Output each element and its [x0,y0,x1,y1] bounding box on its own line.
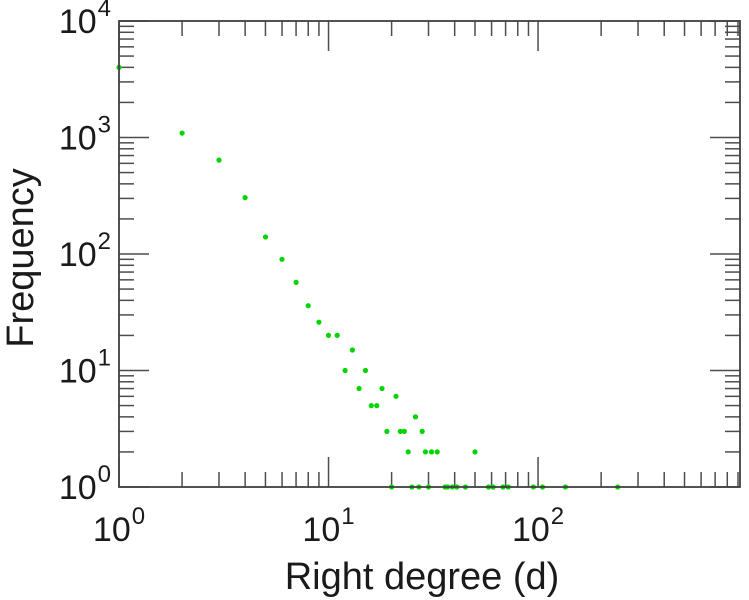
data-point [305,303,311,309]
data-point [374,403,380,409]
x-axis-title: Right degree (d) [285,556,560,598]
axis-ticks [118,20,740,488]
data-point [179,130,185,136]
data-point [356,385,362,392]
data-point [279,256,285,262]
data-point [428,449,435,455]
tick-label: 100 [93,503,145,549]
data-points [116,64,621,490]
plot-border [118,20,741,488]
data-point [397,428,403,434]
data-point [412,414,419,420]
data-point [242,195,248,201]
y-axis-title: Frequency [0,168,42,348]
data-point [325,332,332,338]
data-point [405,449,411,455]
data-point [362,367,368,374]
data-point [472,449,478,455]
data-point [342,367,348,374]
data-point [334,332,340,338]
tick-label: 102 [59,228,111,274]
tick-label: 103 [59,112,111,158]
data-point [434,449,440,455]
tick-label: 100 [59,461,111,507]
axis-tick-labels: 100 101 102 100 101 102 103 104 [59,0,564,549]
tick-label: 102 [512,503,564,549]
tick-label: 104 [59,0,111,41]
data-point [401,428,407,434]
data-point [316,319,322,325]
tick-label: 101 [302,503,354,549]
data-point [422,449,428,455]
data-point [293,279,299,285]
data-point [384,428,390,434]
data-point [379,385,385,392]
tick-label: 101 [59,345,111,391]
data-point [349,347,355,353]
data-point [368,403,374,409]
data-point [393,393,399,399]
data-point [216,157,222,163]
data-point [419,428,425,434]
data-point [262,234,269,240]
